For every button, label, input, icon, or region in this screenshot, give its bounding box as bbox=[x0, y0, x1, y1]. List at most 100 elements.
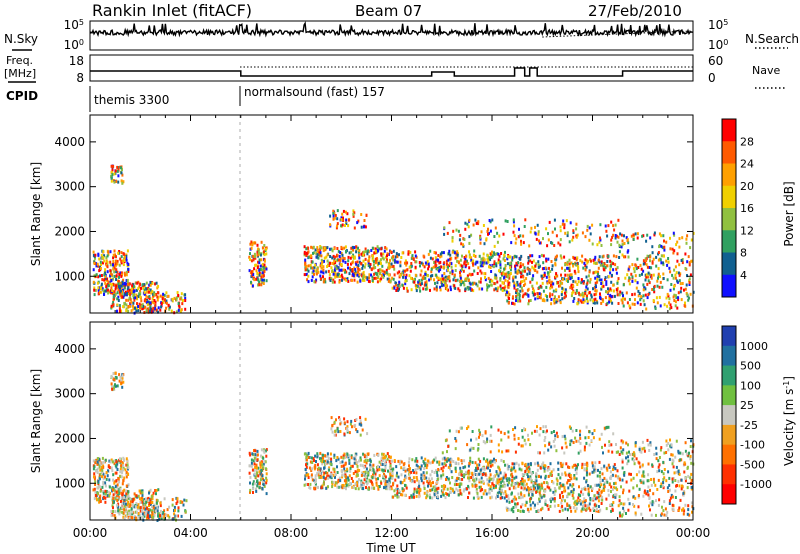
scatter-cell bbox=[258, 483, 261, 487]
scatter-cell bbox=[436, 487, 439, 491]
scatter-cell bbox=[572, 488, 575, 492]
scatter-cell bbox=[395, 465, 398, 469]
scatter-cell bbox=[347, 476, 349, 480]
scatter-cell bbox=[473, 281, 476, 285]
scatter-cell bbox=[117, 166, 120, 169]
scatter-cell bbox=[579, 299, 582, 303]
scatter-cell bbox=[150, 501, 153, 504]
scatter-cell bbox=[412, 476, 415, 480]
scatter-cell bbox=[315, 278, 318, 282]
scatter-cell bbox=[488, 284, 491, 288]
scatter-cell bbox=[605, 280, 608, 284]
scatter-cell bbox=[418, 495, 420, 499]
scatter-cell bbox=[261, 463, 264, 467]
scatter-cell bbox=[618, 243, 621, 247]
scatter-cell bbox=[350, 250, 353, 254]
scatter-cell bbox=[507, 481, 510, 485]
scatter-cell bbox=[252, 273, 255, 276]
scatter-cell bbox=[157, 488, 160, 492]
scatter-cell bbox=[93, 477, 96, 481]
scatter-cell bbox=[605, 466, 608, 470]
scatter-cell bbox=[350, 477, 353, 480]
scatter-cell bbox=[594, 469, 597, 473]
scatter-cell bbox=[493, 235, 496, 238]
scatter-cell bbox=[500, 488, 503, 492]
scatter-cell bbox=[571, 465, 574, 469]
scatter-cell bbox=[415, 260, 418, 264]
scatter-cell bbox=[349, 469, 352, 473]
scatter-cell bbox=[94, 490, 97, 494]
scatter-cell bbox=[534, 225, 536, 229]
scatter-cell bbox=[593, 261, 596, 265]
scatter-cell bbox=[306, 462, 309, 466]
scatter-cell bbox=[552, 481, 555, 485]
scatter-cell bbox=[309, 263, 312, 267]
scatter-cell bbox=[373, 251, 376, 255]
scatter-cell bbox=[542, 254, 545, 258]
scatter-cell bbox=[398, 253, 400, 257]
scatter-cell bbox=[110, 286, 113, 290]
scatter-cell bbox=[612, 224, 615, 228]
scatter-cell bbox=[149, 288, 152, 292]
scatter-cell bbox=[348, 458, 351, 462]
scatter-cell bbox=[585, 467, 588, 471]
scatter-cell bbox=[180, 514, 183, 518]
scatter-cell bbox=[405, 286, 408, 290]
scatter-cell bbox=[564, 507, 567, 511]
scatter-cell bbox=[470, 273, 472, 277]
scatter-cell bbox=[600, 287, 603, 291]
scatter-cell bbox=[436, 460, 439, 464]
scatter-cell bbox=[488, 479, 491, 483]
scatter-cell bbox=[497, 465, 500, 469]
scatter-cell bbox=[141, 283, 144, 287]
scatter-cell bbox=[121, 461, 124, 465]
scatter-cell bbox=[382, 468, 385, 472]
scatter-cell bbox=[120, 287, 123, 291]
scatter-cell bbox=[626, 301, 629, 305]
scatter-cell bbox=[429, 484, 432, 488]
scatter-cell bbox=[556, 479, 559, 483]
scatter-cell bbox=[378, 460, 381, 464]
scatter-cell bbox=[594, 255, 597, 259]
scatter-cell bbox=[321, 470, 324, 474]
scatter-cell bbox=[443, 272, 446, 275]
scatter-cell bbox=[677, 449, 680, 453]
scatter-cell bbox=[364, 275, 367, 279]
scatter-cell bbox=[472, 496, 475, 500]
scatter-cell bbox=[643, 261, 646, 265]
scatter-cell bbox=[441, 462, 444, 466]
scatter-cell bbox=[479, 472, 482, 476]
scatter-cell bbox=[621, 458, 624, 462]
scatter-cell bbox=[327, 485, 329, 489]
scatter-cell bbox=[497, 474, 500, 478]
scatter-cell bbox=[414, 254, 417, 258]
scatter-cell bbox=[112, 256, 115, 260]
scatter-cell bbox=[115, 268, 118, 272]
scatter-cell bbox=[509, 268, 512, 272]
power-colorbar-label: Power [dB] bbox=[782, 181, 796, 246]
scatter-cell bbox=[435, 489, 438, 493]
scatter-cell bbox=[515, 505, 518, 509]
scatter-cell bbox=[184, 510, 187, 514]
scatter-cell bbox=[159, 514, 161, 518]
scatter-cell bbox=[122, 278, 125, 282]
scatter-cell bbox=[259, 253, 262, 257]
scatter-cell bbox=[527, 508, 530, 512]
scatter-cell bbox=[595, 261, 598, 265]
scatter-cell bbox=[262, 274, 265, 278]
scatter-cell bbox=[511, 507, 514, 511]
scatter-cell bbox=[128, 304, 131, 308]
scatter-cell bbox=[524, 282, 527, 286]
scatter-cell bbox=[415, 494, 418, 498]
scatter-cell bbox=[139, 516, 142, 520]
scatter-cell bbox=[116, 297, 119, 301]
scatter-cell bbox=[435, 264, 438, 268]
scatter-cell bbox=[503, 286, 506, 290]
scatter-cell bbox=[114, 491, 117, 495]
scatter-cell bbox=[561, 504, 564, 508]
scatter-cell bbox=[375, 470, 378, 474]
scatter-cell bbox=[517, 235, 520, 239]
scatter-cell bbox=[177, 514, 179, 518]
scatter-cell bbox=[610, 490, 612, 493]
scatter-cell bbox=[351, 485, 354, 489]
